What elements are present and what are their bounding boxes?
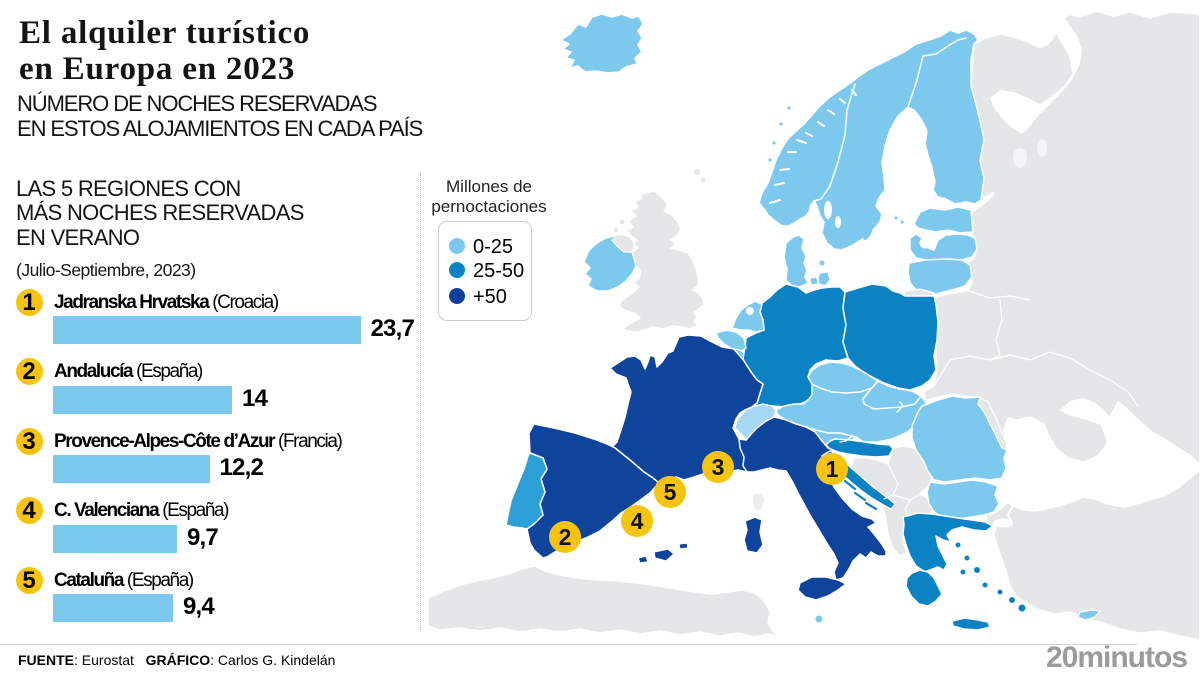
- svg-text:2: 2: [559, 524, 572, 550]
- svg-text:5: 5: [664, 479, 677, 505]
- svg-text:1: 1: [826, 456, 839, 482]
- svg-text:3: 3: [712, 454, 725, 480]
- svg-text:4: 4: [631, 508, 644, 534]
